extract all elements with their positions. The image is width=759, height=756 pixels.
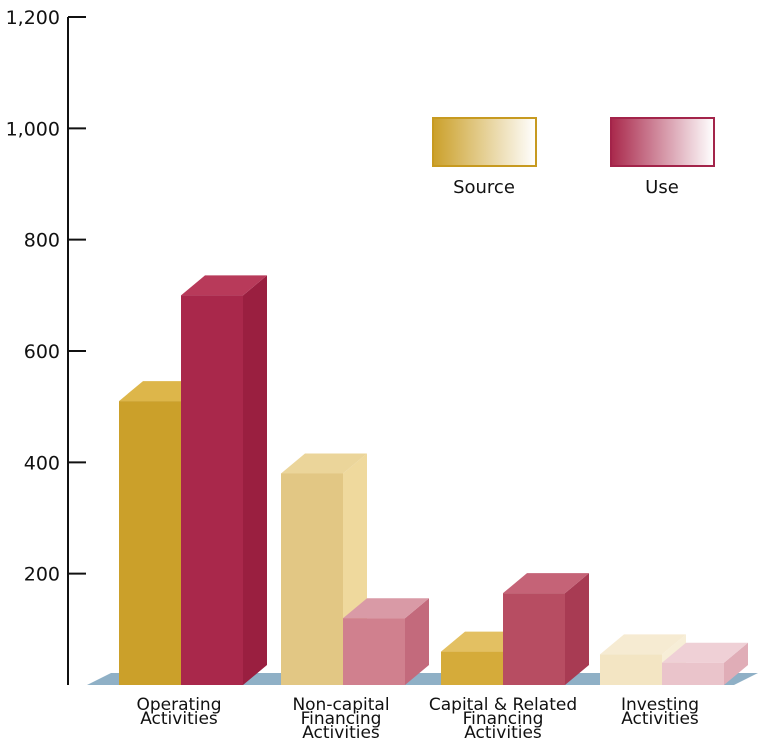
- legend-label-use: Use: [645, 177, 679, 198]
- x-tick-label-line: Financing: [301, 709, 382, 729]
- x-tick-label-line: Activities: [464, 723, 542, 743]
- bar-top: [181, 275, 267, 296]
- bar-front: [281, 473, 343, 685]
- bar-front: [503, 593, 565, 685]
- x-tick-label-capital: Capital & Related Financing Activities: [429, 695, 577, 743]
- bar-side: [405, 598, 429, 685]
- bar-top: [343, 598, 429, 619]
- bar-side: [565, 573, 589, 685]
- bar-front: [343, 618, 405, 685]
- bar-front: [119, 401, 181, 685]
- x-tick-label-noncapital: Non-capital Financing Activities: [292, 695, 389, 743]
- bar-use-operating: [181, 275, 267, 685]
- x-tick-label-line: Financing: [463, 709, 544, 729]
- bar-top: [503, 573, 589, 594]
- bar-side: [243, 275, 267, 685]
- bar-use-investing: [662, 642, 748, 685]
- legend-label-source: Source: [453, 177, 515, 198]
- y-axis: 200 400 600 800 1,000 1,200: [6, 7, 86, 685]
- x-tick-label-line: Non-capital: [292, 695, 389, 715]
- legend-swatch-use: [610, 117, 715, 167]
- bar-use-capital: [503, 573, 589, 685]
- x-tick-label-line: Activities: [621, 709, 699, 729]
- bar-front: [181, 295, 243, 685]
- x-tick-label-line: Capital & Related: [429, 695, 577, 715]
- x-tick-label-operating: Operating Activities: [137, 695, 222, 729]
- x-tick-label-line: Activities: [140, 709, 218, 729]
- legend-swatch-source: [432, 117, 537, 167]
- bar-top: [281, 453, 367, 474]
- y-tick-label-200: 200: [24, 564, 60, 586]
- y-tick-label-1200: 1,200: [6, 7, 60, 29]
- bar-front: [441, 651, 503, 685]
- y-tick-label-600: 600: [24, 341, 60, 363]
- bar-front: [600, 654, 662, 685]
- bar-front: [662, 662, 724, 685]
- y-tick-label-1000: 1,000: [6, 118, 60, 140]
- bar-use-noncapital: [343, 598, 429, 685]
- bars-layer: [119, 275, 748, 685]
- bar-source-investing: [600, 634, 686, 685]
- bar-side: [724, 642, 748, 685]
- y-tick-label-400: 400: [24, 452, 60, 474]
- x-tick-label-line: Investing: [621, 695, 699, 715]
- bar-top: [600, 634, 686, 655]
- x-tick-label-line: Operating: [137, 695, 222, 715]
- bar-top: [662, 642, 748, 663]
- x-tick-label-line: Activities: [302, 723, 380, 743]
- legend: Source Use: [432, 117, 715, 198]
- x-tick-label-investing: Investing Activities: [621, 695, 699, 729]
- y-tick-label-800: 800: [24, 230, 60, 252]
